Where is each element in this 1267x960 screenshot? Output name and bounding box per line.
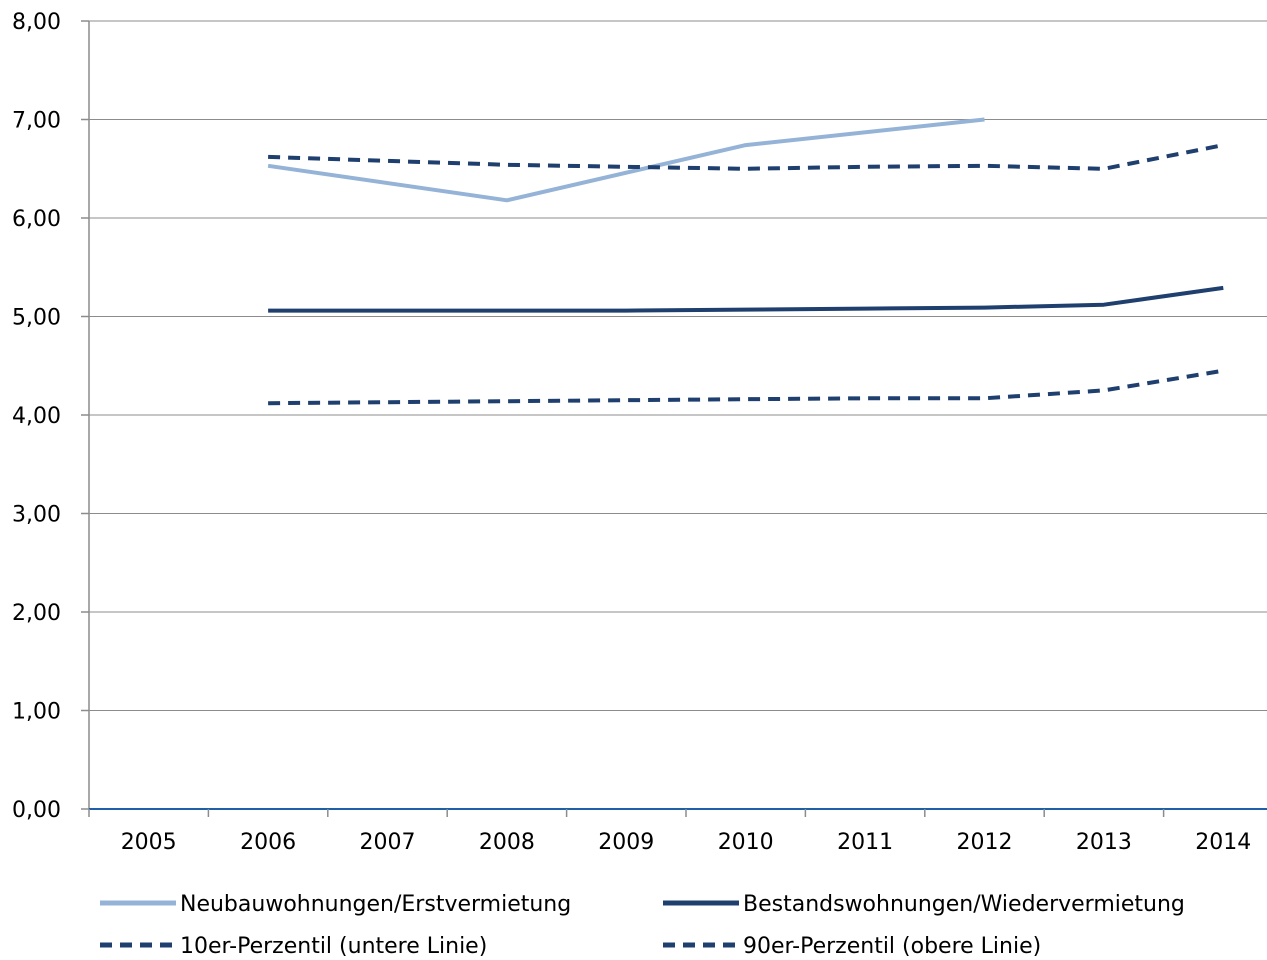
series-line-4 bbox=[268, 143, 1224, 171]
series-1-point bbox=[744, 143, 748, 147]
x-tick-label: 2009 bbox=[598, 830, 654, 855]
y-tick-label: 7,00 bbox=[12, 109, 61, 134]
series-2-point bbox=[624, 309, 628, 313]
series-line-1 bbox=[267, 117, 985, 203]
series-4-point bbox=[863, 165, 867, 169]
legend-item-4: 90er-Perzentil (obere Linie) bbox=[663, 934, 1041, 959]
y-tick-label: 1,00 bbox=[12, 700, 61, 725]
grid-layer bbox=[89, 20, 1267, 711]
series-3-point bbox=[1102, 388, 1106, 392]
series-2-point bbox=[744, 308, 748, 312]
y-tick-label: 3,00 bbox=[12, 503, 61, 528]
legend-item-3: 10er-Perzentil (untere Linie) bbox=[100, 934, 487, 959]
y-tick-label: 2,00 bbox=[12, 601, 61, 626]
series-2-point bbox=[1102, 303, 1106, 307]
series-4-point bbox=[266, 155, 270, 159]
x-tick-label: 2013 bbox=[1076, 830, 1132, 855]
series-4-point bbox=[505, 163, 509, 167]
series-3-point bbox=[624, 398, 628, 402]
y-tick-label: 0,00 bbox=[12, 798, 61, 823]
series-4-point bbox=[1102, 167, 1106, 171]
x-tick-label: 2005 bbox=[121, 830, 177, 855]
x-tick-label: 2006 bbox=[240, 830, 296, 855]
legend-label: Bestandswohnungen/Wiedervermietung bbox=[743, 892, 1185, 917]
series-4-point bbox=[983, 164, 987, 168]
x-tick-label: 2014 bbox=[1195, 830, 1251, 855]
legend-item-1: Neubauwohnungen/Erstvermietung bbox=[100, 892, 571, 917]
series-3-point bbox=[1221, 369, 1225, 373]
series-layer bbox=[266, 117, 1225, 406]
series-3-point bbox=[983, 396, 987, 400]
series-1-point bbox=[983, 118, 987, 122]
legend-label: 10er-Perzentil (untere Linie) bbox=[180, 934, 487, 959]
series-3-point bbox=[386, 400, 390, 404]
legend-label: Neubauwohnungen/Erstvermietung bbox=[180, 892, 571, 917]
series-3-point bbox=[863, 396, 867, 400]
series-2-point bbox=[386, 309, 390, 313]
x-tick-label: 2010 bbox=[718, 830, 774, 855]
axis-layer: 0,00 1,00 2,00 3,00 4,00 5,00 6,00 7,00 8,00 2005… bbox=[12, 10, 1267, 855]
series-line-2 bbox=[268, 285, 1224, 313]
series-2-point bbox=[863, 307, 867, 311]
legend-label: 90er-Perzentil (obere Linie) bbox=[743, 934, 1041, 959]
series-2-point bbox=[266, 309, 270, 313]
series-4-point bbox=[386, 159, 390, 163]
legend-item-2: Bestandswohnungen/Wiedervermietung bbox=[663, 892, 1185, 917]
series-3-point bbox=[505, 399, 509, 403]
series-2-point bbox=[983, 306, 987, 310]
series-4-point bbox=[624, 165, 628, 169]
x-tick-label: 2007 bbox=[360, 830, 416, 855]
series-4-point bbox=[744, 167, 748, 171]
series-2-point bbox=[1221, 286, 1225, 290]
y-tick-label: 6,00 bbox=[12, 207, 61, 232]
x-tick-label: 2011 bbox=[837, 830, 893, 855]
x-tick-label: 2008 bbox=[479, 830, 535, 855]
series-1-point bbox=[266, 164, 270, 168]
x-tick-label: 2012 bbox=[957, 830, 1013, 855]
series-4-point bbox=[1221, 143, 1225, 147]
legend: Neubauwohnungen/Erstvermietung Bestandswo… bbox=[100, 892, 1185, 959]
series-3-point bbox=[266, 401, 270, 405]
series-1-point bbox=[505, 198, 509, 202]
series-2-point bbox=[505, 309, 509, 313]
series-3-point bbox=[744, 397, 748, 401]
y-tick-label: 5,00 bbox=[12, 306, 61, 331]
y-tick-label: 4,00 bbox=[12, 404, 61, 429]
y-tick-label: 8,00 bbox=[12, 10, 61, 35]
